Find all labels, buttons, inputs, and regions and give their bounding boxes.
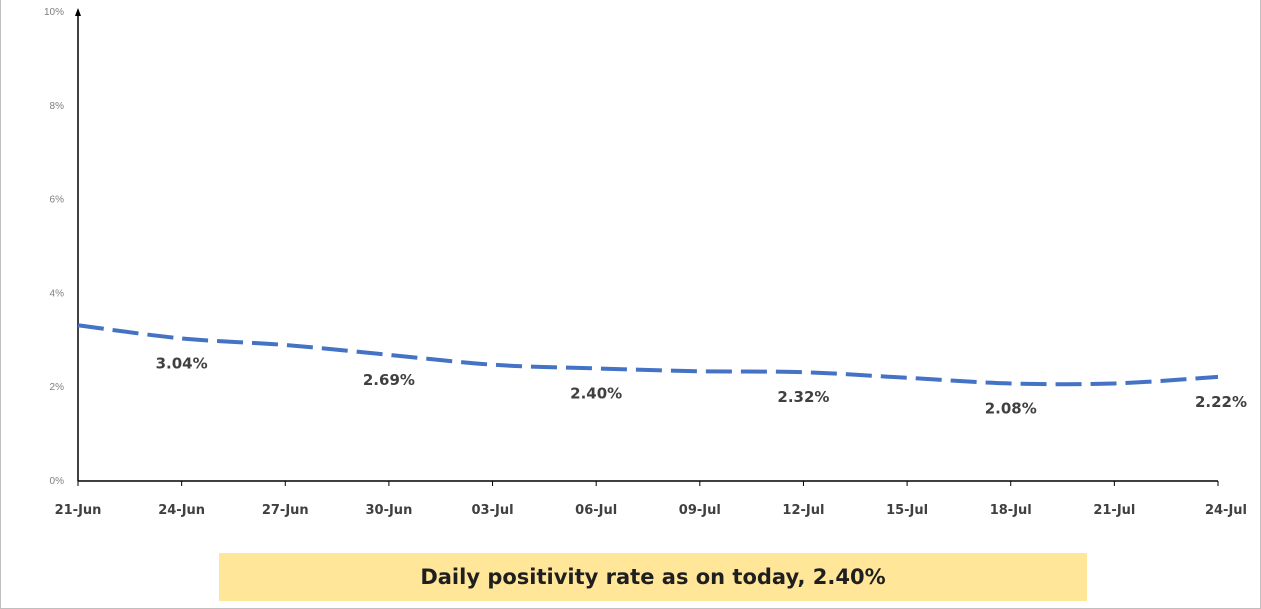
x-tick-label: 18-Jul bbox=[990, 503, 1032, 518]
y-tick-label: 10% bbox=[44, 7, 64, 18]
y-tick-label: 2% bbox=[50, 382, 65, 393]
x-tick-label: 30-Jun bbox=[365, 503, 412, 518]
axes bbox=[75, 8, 1219, 486]
y-tick-label: 4% bbox=[50, 288, 65, 299]
y-tick-label: 8% bbox=[50, 101, 65, 112]
x-tick-label: 03-Jul bbox=[472, 503, 514, 518]
y-tick-labels: 10% 8% 6% 4% 2% 0% bbox=[44, 7, 64, 487]
x-tick-label: 09-Jul bbox=[679, 503, 721, 518]
positivity-banner: Daily positivity rate as on today, 2.40% bbox=[219, 553, 1087, 601]
y-tick-label: 0% bbox=[50, 476, 65, 487]
data-label: 2.69% bbox=[363, 371, 415, 389]
x-tick-label: 21-Jul bbox=[1093, 503, 1135, 518]
data-label: 2.08% bbox=[985, 399, 1037, 417]
series-line bbox=[77, 323, 1219, 387]
data-label: 2.40% bbox=[570, 384, 622, 402]
x-tick-label: 24-Jun bbox=[158, 503, 205, 518]
x-tick-labels: 21-Jun 24-Jun 27-Jun 30-Jun 03-Jul 06-Jul 09-J… bbox=[55, 503, 1247, 518]
x-tick-label: 21-Jun bbox=[55, 503, 102, 518]
x-tick-label: 27-Jun bbox=[262, 503, 309, 518]
data-labels: 3.04% 2.69% 2.40% 2.32% 2.08% 2.22% bbox=[156, 354, 1247, 417]
y-axis-arrow bbox=[75, 8, 81, 16]
series-group bbox=[77, 323, 1219, 387]
x-tick-label: 06-Jul bbox=[575, 503, 617, 518]
line-chart: 10% 8% 6% 4% 2% 0% 21-Jun 24-Jun 27-Jun 30-Jun 03… bbox=[44, 7, 1247, 518]
x-tick-label: 15-Jul bbox=[886, 503, 928, 518]
data-label: 2.22% bbox=[1195, 393, 1247, 411]
data-label: 2.32% bbox=[777, 388, 829, 406]
y-tick-label: 6% bbox=[50, 195, 65, 206]
x-tick-label: 24-Jul bbox=[1205, 503, 1247, 518]
data-label: 3.04% bbox=[156, 354, 208, 372]
x-tick-label: 12-Jul bbox=[782, 503, 824, 518]
banner-text: Daily positivity rate as on today, 2.40% bbox=[420, 565, 886, 589]
